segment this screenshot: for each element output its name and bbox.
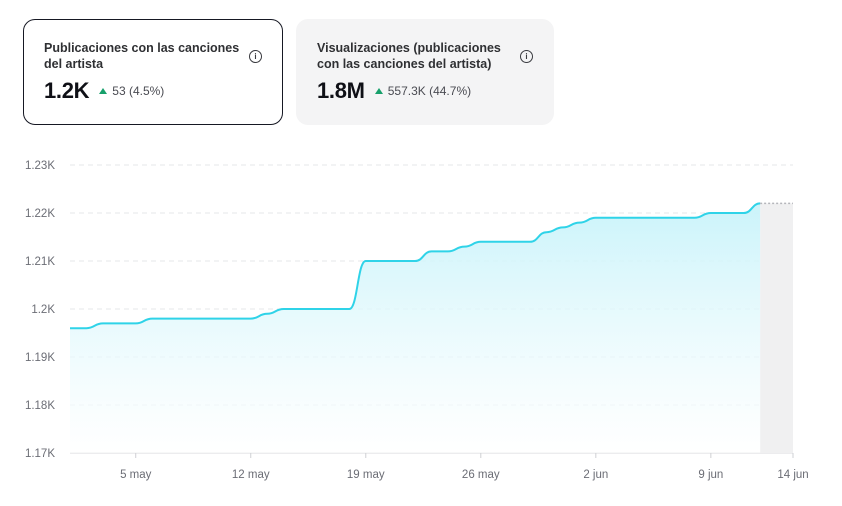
info-icon[interactable]: i	[249, 50, 262, 63]
metric-card-publicaciones[interactable]: Publicaciones con las canciones del arti…	[23, 19, 283, 125]
x-tick-label: 12 may	[232, 469, 270, 481]
series-line	[70, 202, 761, 330]
card-title: Visualizaciones (publicaciones con las c…	[317, 41, 501, 71]
up-arrow-icon	[374, 88, 383, 94]
projection-area	[760, 203, 793, 453]
up-arrow-icon	[99, 88, 108, 94]
info-icon[interactable]: i	[520, 50, 533, 63]
y-tick-label: 1.19K	[25, 352, 55, 364]
metric-card-visualizaciones[interactable]: Visualizaciones (publicaciones con las c…	[296, 19, 554, 125]
x-tick-label: 14 jun	[777, 469, 808, 481]
y-tick-label: 1.21K	[25, 256, 55, 268]
y-tick-label: 1.2K	[31, 304, 55, 316]
metric-value: 1.2K	[44, 78, 90, 103]
card-title: Publicaciones con las canciones del arti…	[44, 41, 240, 71]
series-area	[70, 203, 761, 453]
delta-text: 53 (4.5%)	[112, 84, 165, 98]
y-tick-label: 1.18K	[25, 400, 55, 412]
delta-badge: 53 (4.5%)	[99, 84, 164, 98]
delta-badge: 557.3K (44.7%)	[374, 84, 472, 98]
y-tick-label: 1.23K	[25, 160, 55, 172]
x-tick-label: 19 may	[347, 469, 385, 481]
y-tick-label: 1.22K	[25, 208, 55, 220]
metric-value: 1.8M	[317, 78, 365, 103]
x-tick-label: 9 jun	[698, 469, 723, 481]
x-tick-label: 5 may	[120, 469, 152, 481]
y-tick-label: 1.17K	[25, 448, 55, 460]
x-tick-label: 26 may	[462, 469, 500, 481]
delta-text: 557.3K (44.7%)	[387, 84, 472, 98]
x-tick-label: 2 jun	[583, 469, 608, 481]
